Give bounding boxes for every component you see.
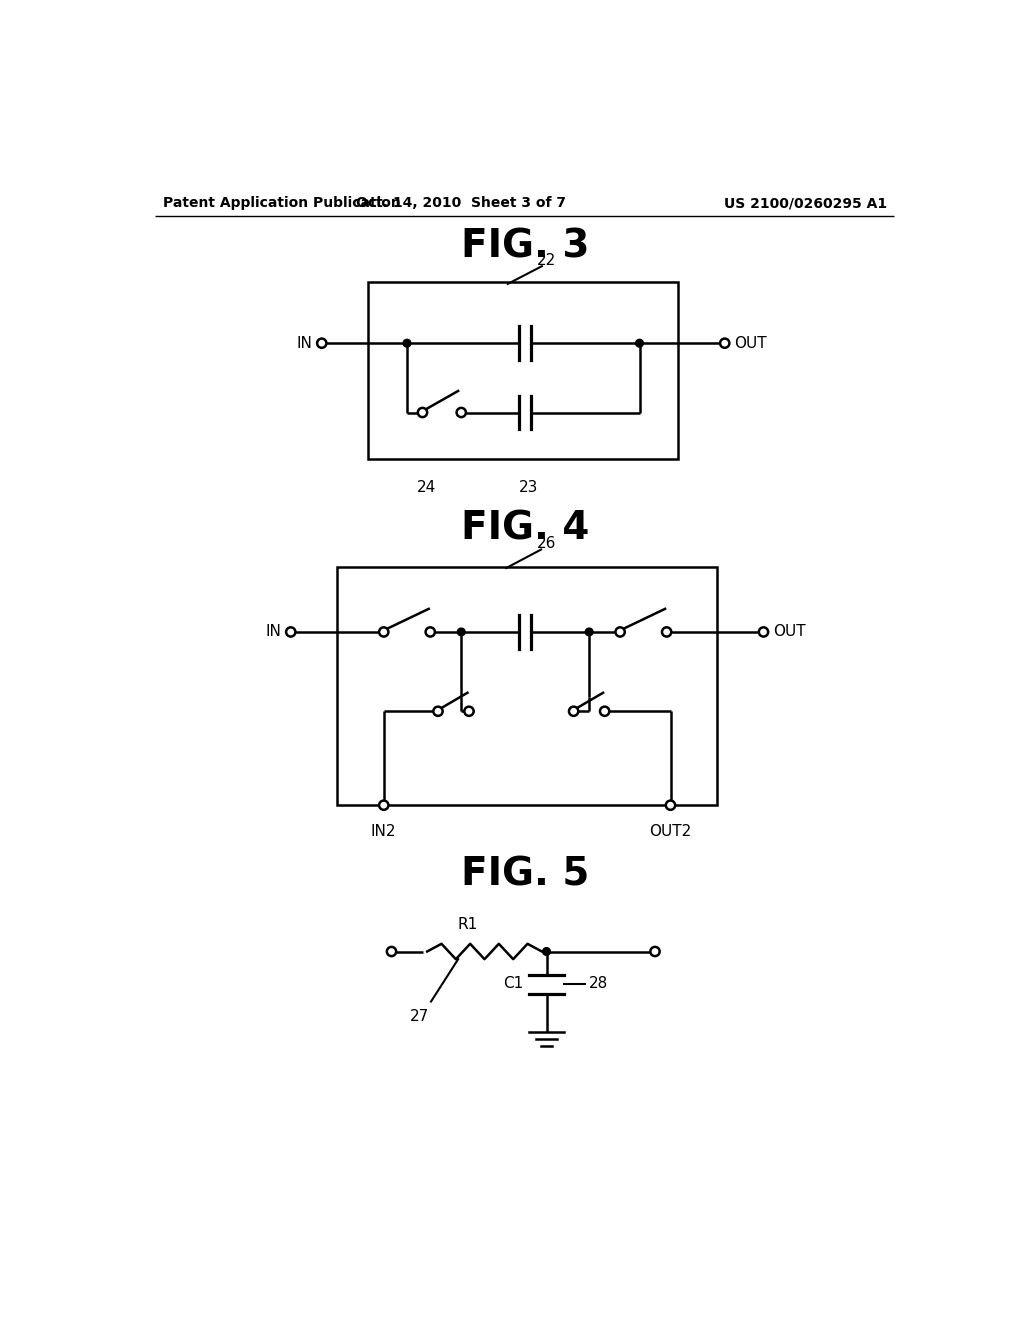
Circle shape — [666, 800, 675, 810]
Circle shape — [433, 706, 442, 715]
Circle shape — [600, 706, 609, 715]
Bar — [337, 566, 717, 805]
Text: FIG. 5: FIG. 5 — [461, 855, 589, 894]
Text: 24: 24 — [417, 480, 436, 495]
Text: Patent Application Publication: Patent Application Publication — [163, 197, 400, 210]
Text: 28: 28 — [589, 977, 608, 991]
Circle shape — [403, 339, 411, 347]
Circle shape — [418, 408, 427, 417]
Text: OUT2: OUT2 — [649, 825, 691, 840]
Text: OUT: OUT — [734, 335, 767, 351]
Circle shape — [543, 948, 550, 956]
Text: 27: 27 — [410, 1010, 429, 1024]
Text: IN: IN — [297, 335, 312, 351]
Text: C1: C1 — [503, 977, 523, 991]
Circle shape — [586, 628, 593, 636]
Text: FIG. 4: FIG. 4 — [461, 510, 589, 546]
Circle shape — [457, 408, 466, 417]
Circle shape — [286, 627, 295, 636]
Circle shape — [458, 628, 465, 636]
Text: FIG. 3: FIG. 3 — [461, 228, 589, 265]
Bar — [369, 281, 678, 459]
Circle shape — [317, 339, 327, 348]
Circle shape — [759, 627, 768, 636]
Text: 26: 26 — [537, 536, 556, 550]
Text: US 2100/0260295 A1: US 2100/0260295 A1 — [724, 197, 888, 210]
Text: 23: 23 — [519, 480, 539, 495]
Circle shape — [720, 339, 729, 348]
Text: OUT: OUT — [773, 624, 806, 639]
Text: IN2: IN2 — [371, 825, 396, 840]
Circle shape — [569, 706, 579, 715]
Circle shape — [615, 627, 625, 636]
Circle shape — [387, 946, 396, 956]
Circle shape — [464, 706, 474, 715]
Circle shape — [636, 339, 643, 347]
Circle shape — [662, 627, 672, 636]
Circle shape — [379, 800, 388, 810]
Text: IN: IN — [265, 624, 282, 639]
Circle shape — [426, 627, 435, 636]
Circle shape — [650, 946, 659, 956]
Text: 22: 22 — [537, 252, 556, 268]
Text: Oct. 14, 2010  Sheet 3 of 7: Oct. 14, 2010 Sheet 3 of 7 — [356, 197, 566, 210]
Circle shape — [379, 627, 388, 636]
Text: R1: R1 — [457, 917, 477, 932]
